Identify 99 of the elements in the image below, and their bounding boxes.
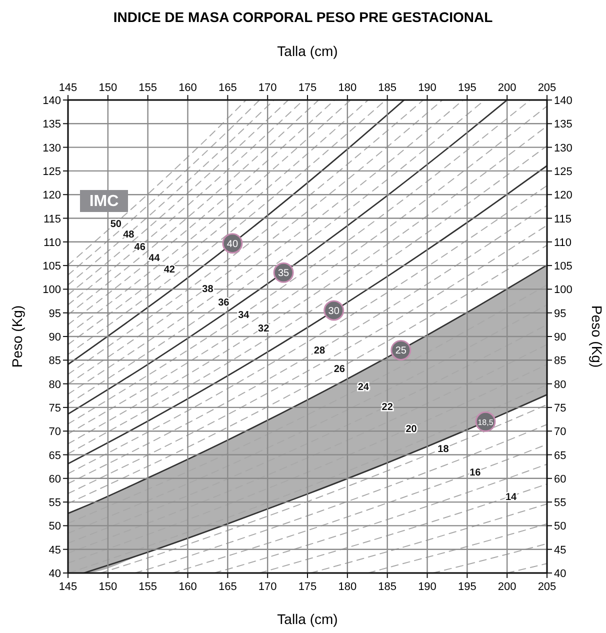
y2-tick-label: 100 [554, 284, 572, 296]
line-series [368, 523, 547, 573]
y-tick-label: 110 [43, 236, 61, 249]
y-tick-label: 65 [48, 450, 61, 462]
y-tick-label: 100 [42, 284, 61, 296]
annotation: 48 [123, 229, 135, 240]
y2-tick-label: 55 [554, 497, 566, 510]
annotation: 40 [226, 238, 238, 250]
y2-tick-label: 65 [554, 450, 566, 462]
line-series [259, 484, 547, 573]
y2-tick-label: 90 [554, 332, 566, 344]
x-tick-label: 170 [258, 82, 277, 94]
y-tick-label: 70 [48, 426, 61, 438]
y-tick-label: 95 [48, 308, 61, 320]
annotation: IMC [89, 193, 120, 210]
y-tick-label: 135 [42, 118, 61, 131]
y2-tick-label: 45 [554, 544, 566, 556]
y-tick-label: 115 [43, 213, 61, 226]
y2-tick-label: 130 [554, 142, 572, 154]
annotation: 20 [406, 424, 418, 435]
y-tick-label: 75 [48, 402, 61, 414]
x2-tick-label: 145 [58, 581, 78, 593]
y-tick-label: 125 [42, 166, 61, 178]
x-tick-label: 195 [458, 82, 476, 94]
y2-tick-label: 50 [554, 520, 566, 533]
annotation: 44 [148, 253, 160, 264]
x2-tick-label: 155 [138, 581, 158, 593]
x2-tick-label: 150 [98, 581, 118, 593]
x-tick-label: 205 [538, 82, 556, 94]
annotation: 26 [334, 364, 346, 376]
x2-tick-label: 175 [298, 581, 317, 593]
x-tick-label: 190 [418, 82, 436, 94]
annotation: 46 [134, 242, 146, 254]
annotation: 34 [238, 310, 250, 321]
line-series [214, 464, 547, 573]
annotation: 30 [328, 306, 340, 317]
x-tick-label: 145 [58, 82, 78, 94]
x2-tick-label: 195 [458, 581, 476, 593]
y-tick-label: 140 [42, 95, 61, 107]
x-tick-label: 160 [178, 82, 197, 94]
x2-axis-title: Talla (cm) [277, 43, 338, 59]
annotation: 24 [358, 382, 370, 394]
annotation: 16 [470, 467, 482, 478]
y2-tick-label: 110 [554, 236, 572, 249]
x-tick-label: 180 [338, 82, 357, 94]
y2-tick-label: 115 [554, 213, 572, 226]
y2-tick-label: 120 [554, 190, 572, 202]
x-tick-label: 175 [298, 82, 317, 94]
y-tick-label: 40 [48, 568, 61, 580]
x2-tick-label: 185 [378, 581, 397, 593]
x2-tick-label: 160 [178, 581, 197, 593]
x-tick-label: 165 [218, 82, 237, 94]
chart-title: INDICE DE MASA CORPORAL PESO PRE GESTACIONAL [113, 9, 494, 25]
y-tick-label: 80 [48, 378, 61, 391]
annotation: 32 [258, 324, 270, 335]
x2-tick-label: 180 [338, 581, 357, 593]
y2-tick-label: 70 [554, 426, 566, 438]
y-tick-label: 55 [48, 497, 61, 510]
annotation: 35 [278, 268, 290, 280]
y-axis-title: Peso (Kg) [9, 305, 25, 368]
x-axis-title: Talla (cm) [277, 611, 338, 627]
y2-tick-label: 95 [554, 308, 566, 320]
y2-tick-label: 140 [554, 95, 572, 107]
x-tick-label: 185 [378, 82, 397, 94]
y2-tick-label: 125 [554, 166, 572, 178]
x2-tick-label: 190 [418, 581, 436, 593]
annotation: 25 [395, 346, 407, 357]
y2-tick-label: 60 [554, 473, 566, 486]
annotation: 14 [506, 492, 518, 503]
y-tick-label: 50 [48, 520, 61, 533]
y2-tick-label: 105 [554, 260, 572, 273]
y-tick-label: 105 [42, 260, 61, 273]
annotation: 28 [314, 346, 326, 357]
y-tick-label: 120 [42, 190, 61, 202]
x2-tick-label: 170 [258, 581, 277, 593]
x-tick-label: 150 [98, 82, 118, 94]
y-tick-label: 130 [42, 142, 61, 154]
y2-tick-label: 135 [554, 118, 572, 131]
y-tick-label: 90 [48, 332, 61, 344]
y-tick-label: 85 [48, 355, 61, 368]
y2-tick-label: 75 [554, 402, 566, 414]
x-tick-label: 200 [498, 82, 516, 94]
y2-axis-title: Peso (Kg) [589, 305, 605, 368]
annotation: 18 [438, 444, 450, 456]
y2-tick-label: 40 [554, 568, 566, 580]
annotation: 18,5 [478, 418, 494, 428]
x2-tick-label: 200 [498, 581, 516, 593]
x2-tick-label: 165 [218, 581, 237, 593]
x2-tick-label: 205 [538, 581, 556, 593]
annotation: 50 [110, 218, 122, 230]
annotation: 22 [382, 402, 394, 414]
y2-tick-label: 80 [554, 378, 566, 391]
annotation: 38 [202, 284, 214, 295]
y-tick-label: 60 [48, 473, 61, 486]
y2-tick-label: 85 [554, 355, 566, 368]
y-tick-label: 45 [48, 544, 61, 556]
annotation: 36 [218, 298, 230, 308]
annotation: 42 [164, 264, 176, 276]
x-tick-label: 155 [138, 82, 158, 94]
